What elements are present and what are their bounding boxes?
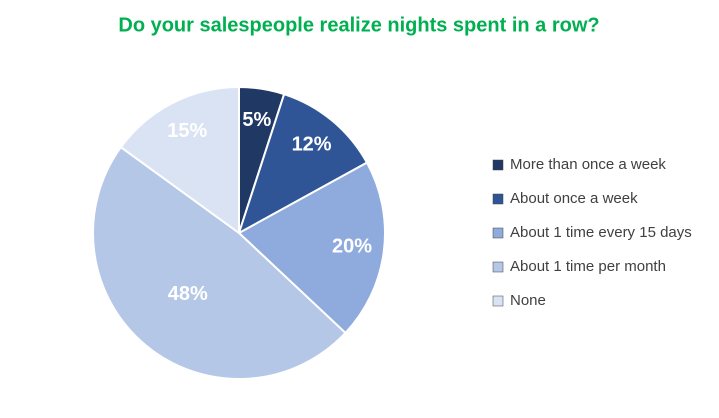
pie-slice xyxy=(119,85,240,235)
legend-swatch xyxy=(492,295,504,307)
data-label: 48% xyxy=(168,283,208,305)
pie-slice xyxy=(237,161,386,335)
legend-label: About once a week xyxy=(510,190,638,207)
pie-slice xyxy=(92,145,347,380)
data-label: 15% xyxy=(167,120,207,142)
legend-label: About 1 time per month xyxy=(510,258,666,275)
legend-swatch xyxy=(492,227,504,239)
data-label: 20% xyxy=(332,236,372,258)
legend-label: More than once a week xyxy=(510,156,666,173)
legend-label: None xyxy=(510,292,546,309)
legend-swatch xyxy=(492,193,504,205)
data-label: 5% xyxy=(242,109,271,131)
data-label: 12% xyxy=(292,134,332,156)
legend-swatch xyxy=(492,261,504,273)
legend-label: About 1 time every 15 days xyxy=(510,224,692,241)
legend-swatch xyxy=(492,159,504,171)
pie-slice xyxy=(237,92,369,236)
chart-title: Do your salespeople realize nights spent… xyxy=(118,14,599,36)
